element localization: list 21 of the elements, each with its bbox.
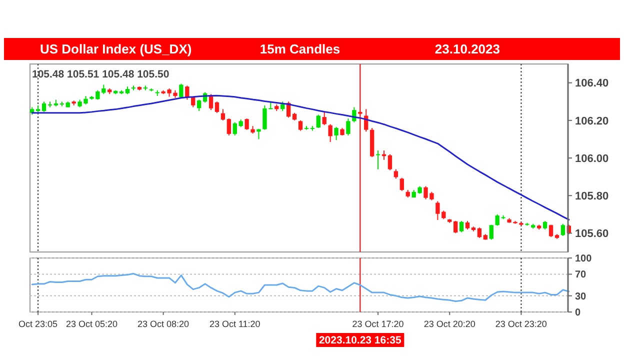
chart-title: US Dollar Index (US_DX) — [40, 42, 192, 57]
y-tick-label: 100 — [575, 254, 592, 264]
x-tick-label: 23 Oct 20:20 — [424, 319, 476, 330]
y-tick-label: 106.20 — [575, 115, 609, 128]
x-tick-label: 2023.10.23 16:35 — [318, 334, 402, 347]
chart-subtitle: 15m Candles — [260, 42, 340, 57]
y-tick-label: 0 — [575, 308, 581, 318]
x-tick-label: 23 Oct 08:20 — [138, 319, 190, 330]
y-tick-label: 105.60 — [575, 228, 609, 240]
x-tick-label: 23 Oct 11:20 — [209, 319, 260, 330]
x-tick-label: 23 Oct 23:20 — [495, 319, 547, 330]
y-tick-label: 30 — [575, 291, 587, 302]
x-tick-label: 23 Oct 17:20 — [352, 319, 404, 330]
y-tick-label: 105.80 — [575, 190, 609, 202]
annotation: 105.48 105.51 105.48 105.50 — [32, 68, 170, 81]
x-tick-label: 23 Oct 05:20 — [66, 319, 118, 330]
text: 23.10.2023 — [434, 42, 500, 57]
y-tick-label: 106.00 — [575, 152, 609, 165]
x-tick-label: Oct 23:05 — [18, 319, 58, 330]
y-tick-label: 70 — [575, 270, 587, 281]
y-tick-label: 106.40 — [575, 78, 609, 90]
